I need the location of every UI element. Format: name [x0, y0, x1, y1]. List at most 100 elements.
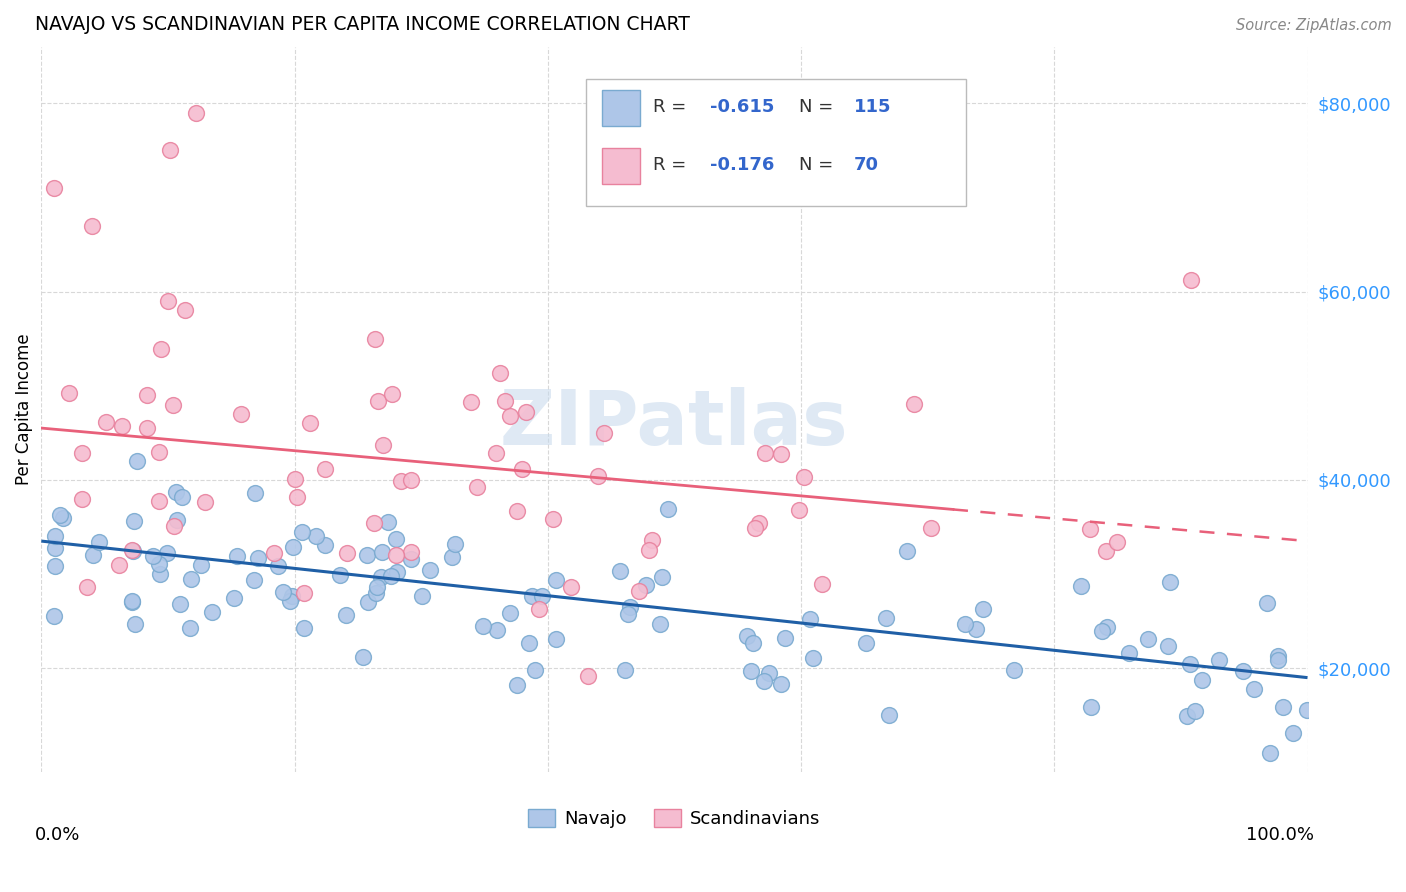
Point — [1184, 704, 1206, 718]
Point — [169, 597, 191, 611]
Point — [125, 454, 148, 468]
Point — [82, 548, 104, 562]
Point — [243, 486, 266, 500]
Point — [142, 549, 165, 563]
Point — [1107, 534, 1129, 549]
Point — [793, 470, 815, 484]
Point — [121, 593, 143, 607]
Point — [769, 447, 792, 461]
Point — [243, 574, 266, 588]
Point — [136, 420, 159, 434]
Point — [576, 668, 599, 682]
Point — [875, 611, 897, 625]
Point — [225, 549, 247, 563]
Point — [740, 664, 762, 678]
Point — [531, 589, 554, 603]
Point — [485, 623, 508, 637]
Point — [920, 521, 942, 535]
Point — [180, 572, 202, 586]
Point — [609, 564, 631, 578]
Point — [201, 605, 224, 619]
Text: Source: ZipAtlas.com: Source: ZipAtlas.com — [1236, 18, 1392, 33]
Point — [352, 649, 374, 664]
Point — [174, 303, 197, 318]
Point — [284, 472, 307, 486]
Point — [366, 580, 388, 594]
Point — [770, 676, 793, 690]
Point — [1175, 709, 1198, 723]
Point — [356, 549, 378, 563]
Point — [389, 474, 412, 488]
Point — [544, 632, 567, 647]
Point — [1002, 663, 1025, 677]
Point — [801, 650, 824, 665]
Point — [124, 617, 146, 632]
Point — [229, 407, 252, 421]
Point — [381, 387, 404, 401]
Point — [49, 508, 72, 522]
Point — [896, 544, 918, 558]
Point — [441, 549, 464, 564]
Point — [616, 607, 638, 621]
Point — [384, 532, 406, 546]
Point — [314, 462, 336, 476]
Point — [166, 513, 188, 527]
Point — [94, 415, 117, 429]
Point — [336, 546, 359, 560]
Point — [263, 546, 285, 560]
Point — [773, 632, 796, 646]
Point — [494, 394, 516, 409]
FancyBboxPatch shape — [586, 79, 966, 206]
Y-axis label: Per Capita Income: Per Capita Income — [15, 334, 32, 485]
Point — [281, 540, 304, 554]
Point — [1208, 653, 1230, 667]
Point — [370, 570, 392, 584]
Point — [291, 524, 314, 539]
Point — [44, 559, 66, 574]
Point — [281, 589, 304, 603]
Point — [149, 342, 172, 356]
Point — [399, 474, 422, 488]
FancyBboxPatch shape — [602, 148, 640, 185]
Point — [52, 511, 75, 525]
Text: 100.0%: 100.0% — [1246, 826, 1313, 844]
Point — [72, 446, 94, 460]
Point — [1095, 620, 1118, 634]
Point — [1136, 632, 1159, 647]
Point — [108, 558, 131, 573]
Point — [520, 590, 543, 604]
Point — [314, 537, 336, 551]
Point — [1118, 646, 1140, 660]
Point — [304, 529, 326, 543]
Point — [157, 294, 180, 309]
Point — [744, 521, 766, 535]
Point — [299, 416, 322, 430]
Point — [560, 580, 582, 594]
Point — [657, 502, 679, 516]
Point — [148, 445, 170, 459]
Point — [443, 537, 465, 551]
Point — [460, 394, 482, 409]
Point — [641, 533, 664, 548]
Point — [42, 609, 65, 624]
Point — [636, 578, 658, 592]
Text: -0.176: -0.176 — [710, 156, 775, 174]
Text: NAVAJO VS SCANDINAVIAN PER CAPITA INCOME CORRELATION CHART: NAVAJO VS SCANDINAVIAN PER CAPITA INCOME… — [35, 15, 690, 34]
Point — [82, 219, 104, 233]
Point — [1070, 579, 1092, 593]
Point — [965, 623, 987, 637]
Point — [135, 388, 157, 402]
Point — [111, 418, 134, 433]
Point — [271, 585, 294, 599]
Point — [156, 546, 179, 560]
Point — [159, 143, 181, 157]
Point — [190, 558, 212, 573]
Text: 70: 70 — [855, 156, 879, 174]
Point — [371, 545, 394, 559]
Point — [1256, 596, 1278, 610]
Text: R =: R = — [652, 98, 692, 116]
Point — [1091, 624, 1114, 639]
Point — [754, 674, 776, 689]
Point — [758, 666, 780, 681]
Point — [363, 516, 385, 531]
